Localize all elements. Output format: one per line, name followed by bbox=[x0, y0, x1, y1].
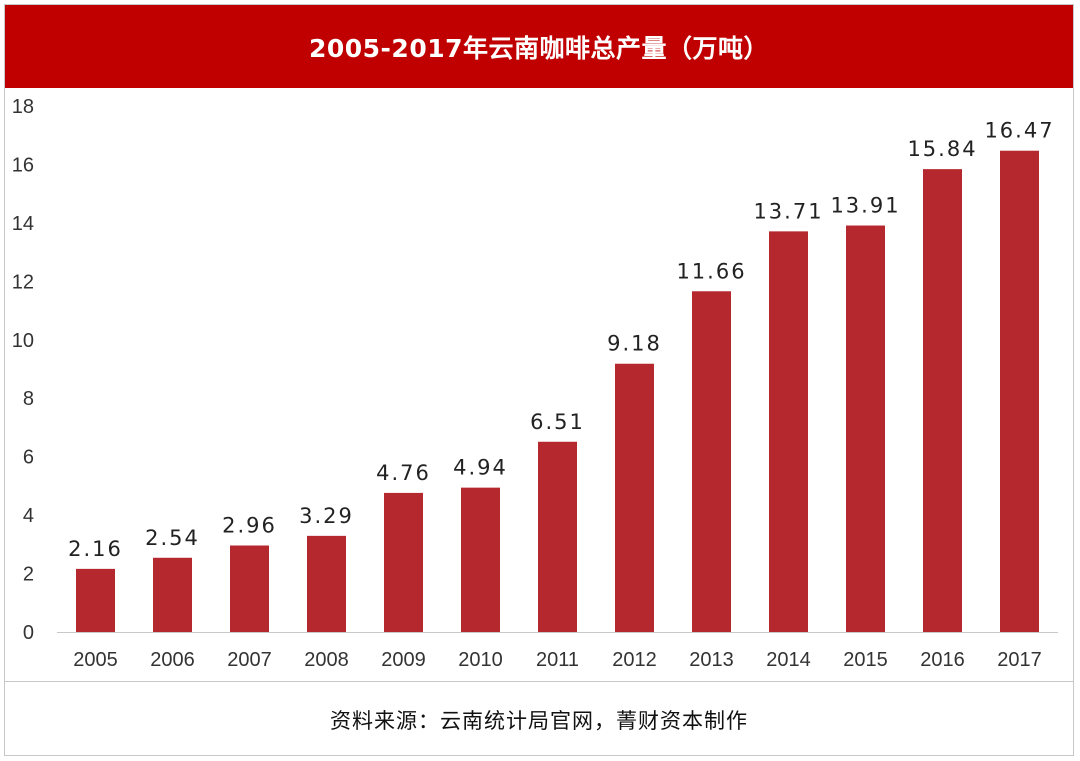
bar-2009 bbox=[384, 492, 423, 632]
y-tick-label: 2 bbox=[23, 564, 34, 586]
data-label-2015: 13.91 bbox=[830, 194, 900, 218]
x-tick-label: 2016 bbox=[920, 649, 965, 671]
bar-2005 bbox=[76, 568, 115, 632]
source-note: 资料来源：云南统计局官网，菁财资本制作 bbox=[330, 708, 748, 733]
bar-2011 bbox=[538, 441, 577, 632]
x-tick-label: 2007 bbox=[227, 649, 272, 671]
data-label-2006: 2.54 bbox=[145, 526, 200, 550]
bars-group bbox=[76, 150, 1039, 632]
bar-2010 bbox=[461, 487, 500, 632]
bar-2014 bbox=[769, 231, 808, 632]
data-labels-group: 2.16 2.54 2.96 3.29 4.76 4.94 6.51 9.18 11.66 13.… bbox=[68, 119, 1054, 561]
y-tick-label: 6 bbox=[23, 447, 34, 469]
data-label-2014: 13.71 bbox=[753, 199, 823, 223]
x-tick-label: 2013 bbox=[689, 649, 734, 671]
chart-title: 2005-2017年云南咖啡总产量（万吨） bbox=[308, 33, 770, 63]
bar-2006 bbox=[153, 557, 192, 632]
y-tick-label: 16 bbox=[12, 154, 34, 176]
data-label-2016: 15.84 bbox=[907, 137, 977, 161]
x-axis: 2005 2006 2007 2008 2009 2010 2011 2012 2013 2014… bbox=[57, 632, 1058, 671]
bar-2016 bbox=[923, 169, 962, 632]
x-tick-label: 2014 bbox=[766, 649, 811, 671]
x-tick-label: 2009 bbox=[381, 649, 426, 671]
y-tick-label: 14 bbox=[12, 213, 34, 235]
data-label-2008: 3.29 bbox=[299, 504, 354, 528]
y-tick-label: 4 bbox=[23, 505, 34, 527]
y-tick-label: 8 bbox=[23, 388, 34, 410]
y-tick-label: 10 bbox=[12, 330, 34, 352]
bar-2012 bbox=[615, 363, 654, 632]
x-tick-label: 2006 bbox=[150, 649, 195, 671]
bar-2017 bbox=[1000, 150, 1039, 632]
y-tick-label: 0 bbox=[23, 622, 34, 644]
source-note-box: 资料来源：云南统计局官网，菁财资本制作 bbox=[5, 681, 1073, 757]
data-label-2017: 16.47 bbox=[984, 119, 1054, 143]
y-axis: 0 2 4 6 8 10 12 14 16 18 bbox=[12, 96, 34, 644]
data-label-2013: 11.66 bbox=[676, 259, 746, 283]
data-label-2012: 9.18 bbox=[607, 332, 662, 356]
bar-2015 bbox=[846, 225, 885, 632]
y-tick-label: 18 bbox=[12, 96, 34, 118]
x-tick-label: 2008 bbox=[304, 649, 349, 671]
x-tick-label: 2015 bbox=[843, 649, 888, 671]
data-label-2010: 4.94 bbox=[453, 456, 508, 480]
x-tick-label: 2012 bbox=[612, 649, 657, 671]
y-tick-label: 12 bbox=[12, 271, 34, 293]
data-label-2007: 2.96 bbox=[222, 514, 277, 538]
x-tick-label: 2017 bbox=[997, 649, 1042, 671]
bar-2007 bbox=[230, 545, 269, 632]
bar-2008 bbox=[307, 535, 346, 632]
chart-title-bar: 2005-2017年云南咖啡总产量（万吨） bbox=[5, 5, 1073, 88]
data-label-2009: 4.76 bbox=[376, 461, 431, 485]
x-tick-label: 2010 bbox=[458, 649, 503, 671]
data-label-2005: 2.16 bbox=[68, 537, 123, 561]
bar-2013 bbox=[692, 291, 731, 632]
data-label-2011: 6.51 bbox=[530, 410, 585, 434]
x-tick-label: 2005 bbox=[73, 649, 118, 671]
x-tick-label: 2011 bbox=[536, 649, 579, 671]
